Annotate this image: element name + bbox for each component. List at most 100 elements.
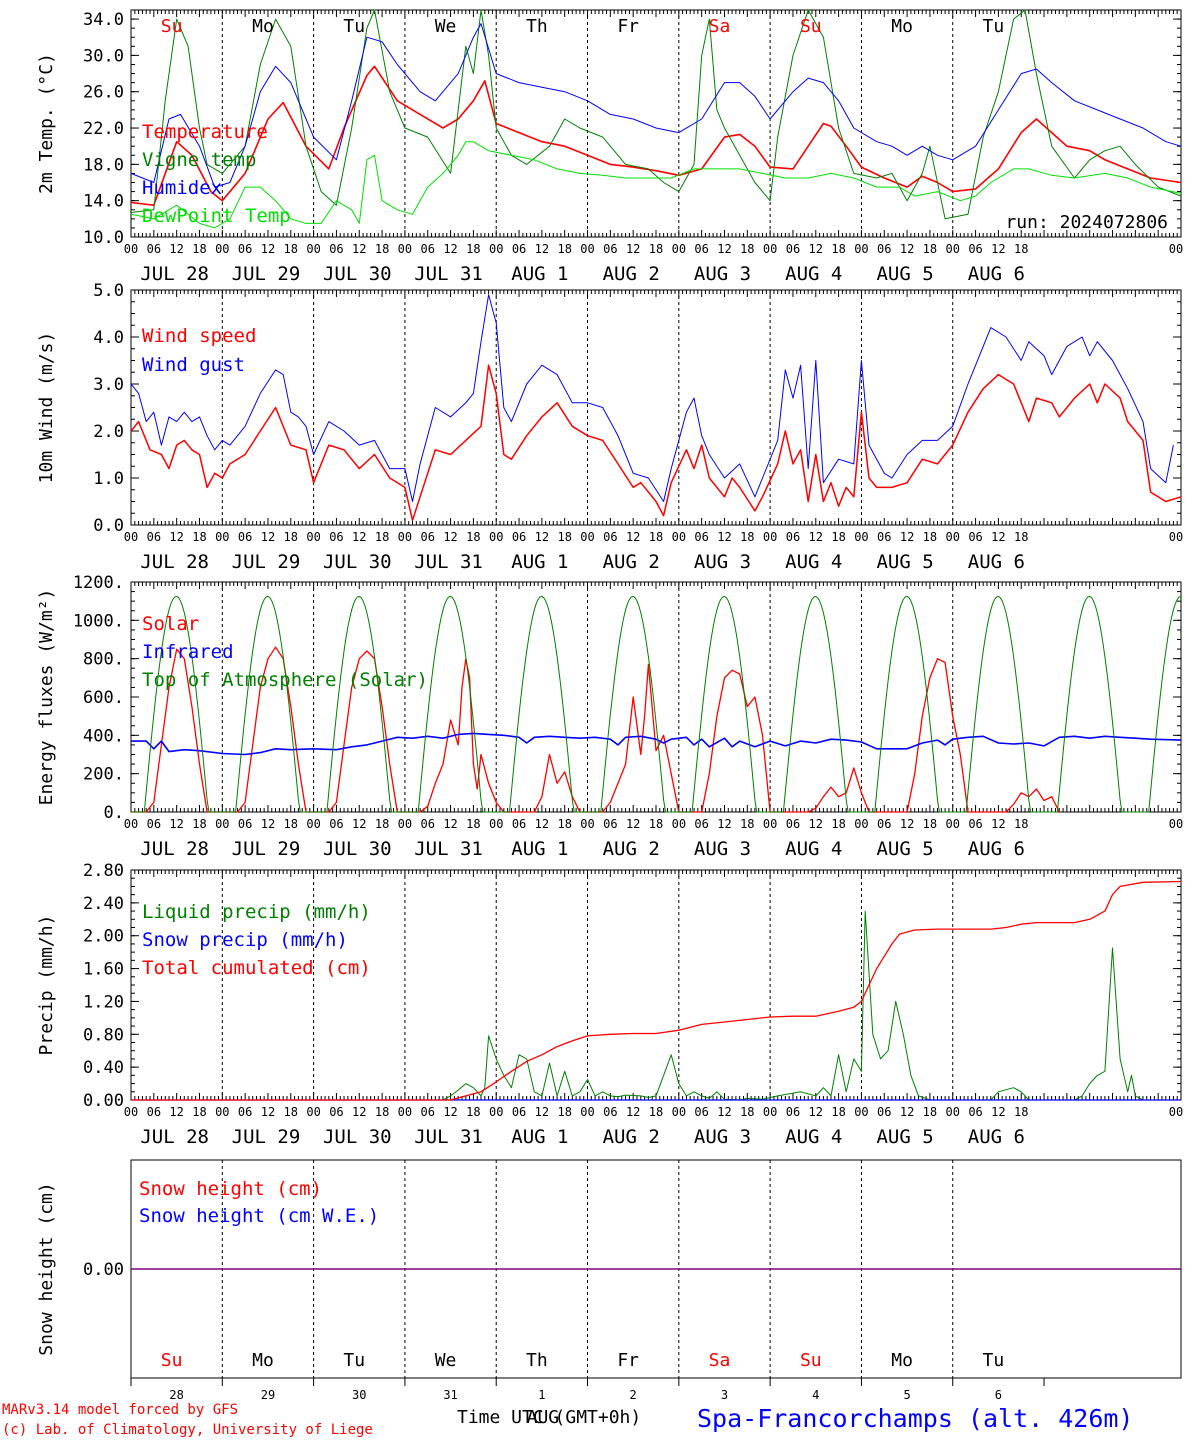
hour-tick-label: 18 — [557, 530, 571, 544]
date-label: AUG 4 — [785, 838, 842, 860]
hour-tick-label: 06 — [603, 817, 617, 831]
hour-tick-label: 06 — [694, 817, 708, 831]
y-tick-label: 18.0 — [83, 155, 124, 175]
hour-tick-label: 06 — [694, 1105, 708, 1119]
hour-tick-label: 06 — [877, 530, 891, 544]
hour-tick-label: 00 — [398, 530, 412, 544]
hour-tick-label: 18 — [192, 242, 206, 256]
hour-tick-label: 06 — [512, 1105, 526, 1119]
hour-tick-label: 06 — [329, 817, 343, 831]
hour-tick-label: 06 — [329, 1105, 343, 1119]
y-tick-label: 2.80 — [83, 861, 124, 881]
hour-tick-label: 12 — [169, 1105, 183, 1119]
hour-tick-label: 12 — [626, 817, 640, 831]
y-tick-label: 14.0 — [83, 192, 124, 212]
date-label: AUG 4 — [785, 263, 842, 285]
hour-tick-label: 12 — [717, 1105, 731, 1119]
date-label: JUL 30 — [323, 263, 392, 285]
hour-tick-label: 18 — [375, 530, 389, 544]
y-axis-label: Energy fluxes (W/m²) — [36, 589, 57, 806]
hour-tick-label: 12 — [717, 530, 731, 544]
hour-tick-label: 06 — [147, 530, 161, 544]
hour-tick-label: 18 — [466, 242, 480, 256]
hour-tick-label: 00 — [489, 242, 503, 256]
hour-tick-label: 06 — [694, 242, 708, 256]
series-line — [131, 910, 1181, 1101]
hour-tick-label: 06 — [512, 242, 526, 256]
hour-tick-label: 00 — [854, 242, 868, 256]
series-line — [130, 294, 1174, 502]
hour-tick-label: 12 — [443, 242, 457, 256]
y-tick-label: 3.0 — [93, 375, 124, 395]
hour-tick-label: 12 — [809, 817, 823, 831]
y-tick-label: 600. — [83, 688, 124, 708]
date-label: AUG 6 — [968, 263, 1025, 285]
hour-tick-label: 18 — [466, 817, 480, 831]
hour-tick-label: 18 — [1014, 817, 1028, 831]
hour-tick-label: 12 — [535, 817, 549, 831]
date-label: AUG 4 — [785, 1126, 842, 1148]
hour-tick-label: 00 — [215, 242, 229, 256]
legend-entry: Total cumulated (cm) — [142, 957, 371, 979]
hour-tick-label: 18 — [466, 530, 480, 544]
station-label: Spa-Francorchamps (alt. 426m) — [697, 1404, 1134, 1433]
hour-tick-label: 06 — [147, 242, 161, 256]
date-label: JUL 29 — [232, 838, 301, 860]
hour-tick-label: 12 — [900, 817, 914, 831]
hour-tick-label: 00 — [854, 817, 868, 831]
hour-tick-label: 12 — [900, 242, 914, 256]
hour-tick-label: 12 — [261, 530, 275, 544]
date-label: JUL 31 — [414, 838, 483, 860]
weekday-label: Tu — [983, 16, 1005, 37]
hour-tick-label: 12 — [991, 1105, 1005, 1119]
hour-tick-label: 06 — [421, 530, 435, 544]
hour-tick-label: 18 — [1014, 1105, 1028, 1119]
legend-entry: Snow height (cm) — [139, 1178, 322, 1200]
hour-tick-label: 00 — [1169, 1105, 1183, 1119]
hour-tick-label: 00 — [306, 1105, 320, 1119]
hour-tick-label: 18 — [740, 1105, 754, 1119]
series-line — [131, 595, 1182, 813]
panel-3: 00 06 12 18 00 06 12 18 00 06 12 18 00 06 12 18 00 06 12 18… — [36, 573, 1183, 860]
hour-tick-label: 06 — [877, 1105, 891, 1119]
legend-entry: Wind speed — [142, 325, 256, 347]
series-line — [130, 364, 1182, 522]
panel-frame — [130, 9, 1182, 238]
y-tick-label: 4.0 — [93, 328, 124, 348]
hour-tick-label: 00 — [306, 242, 320, 256]
date-label: JUL 28 — [140, 838, 209, 860]
hour-tick-label: 06 — [329, 530, 343, 544]
hour-tick-label: 18 — [375, 817, 389, 831]
date-label: AUG 5 — [876, 551, 933, 573]
hour-tick-label: 12 — [626, 242, 640, 256]
y-tick-label: 30.0 — [83, 46, 124, 66]
hour-tick-label: 12 — [535, 1105, 549, 1119]
hour-tick-label: 12 — [900, 530, 914, 544]
y-tick-label: 0.00 — [83, 1091, 124, 1111]
hour-tick-label: 18 — [649, 530, 663, 544]
series-line — [131, 880, 1182, 1101]
hour-tick-label: 18 — [192, 817, 206, 831]
legend-entry: Snow precip (mm/h) — [142, 929, 348, 951]
hour-tick-label: 12 — [443, 530, 457, 544]
hour-tick-label: 00 — [215, 1105, 229, 1119]
series-line — [131, 646, 1060, 813]
hour-tick-label: 12 — [809, 242, 823, 256]
weekday-label: Sa — [709, 1350, 731, 1371]
hour-tick-label: 12 — [169, 817, 183, 831]
panel-1: 00 06 12 18 00 06 12 18 00 06 12 18 00 06 12 18 00 06 12 18… — [36, 9, 1183, 285]
legend-entry: Wind gust — [142, 354, 245, 376]
y-tick-label: 10.0 — [83, 228, 124, 248]
hour-tick-label: 00 — [580, 530, 594, 544]
hour-tick-label: 06 — [968, 1105, 982, 1119]
hour-tick-label: 00 — [854, 530, 868, 544]
weekday-label: Su — [161, 16, 183, 37]
series-group — [130, 294, 1182, 522]
date-label: AUG 6 — [968, 838, 1025, 860]
y-axis-label: Precip (mm/h) — [36, 915, 57, 1056]
hour-tick-label: 18 — [375, 242, 389, 256]
hour-tick-label: 12 — [991, 817, 1005, 831]
hour-tick-label: 00 — [854, 1105, 868, 1119]
hour-tick-label: 00 — [763, 817, 777, 831]
date-label: AUG 2 — [603, 838, 660, 860]
